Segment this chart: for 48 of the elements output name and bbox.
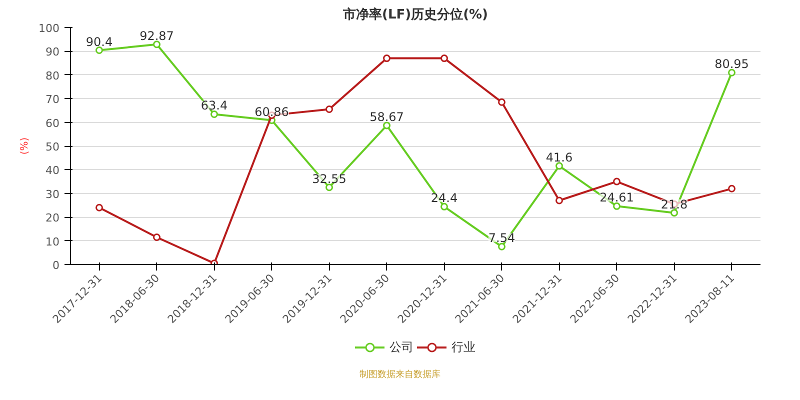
point (383, 54, 390, 62)
point (153, 40, 160, 48)
point (613, 178, 620, 186)
data-label: 7.54 (488, 231, 516, 246)
point (210, 110, 218, 118)
point (613, 202, 620, 210)
data-label: 92.87 (140, 28, 174, 43)
point (153, 234, 160, 241)
point (96, 204, 103, 212)
data-label: 60.86 (254, 104, 289, 119)
y-tick-label: 20 (46, 212, 60, 225)
point (728, 68, 736, 76)
point (96, 46, 103, 54)
data-label: 32.55 (312, 172, 346, 186)
point (556, 162, 563, 170)
y-tick-label: 100 (38, 22, 60, 35)
y-tick-label: 10 (46, 235, 60, 248)
y-tick-label: 70 (46, 93, 60, 106)
data-label: 80.95 (714, 57, 749, 72)
y-tick-label: 50 (46, 140, 60, 154)
point (326, 106, 333, 114)
y-tick-label: 0 (52, 259, 60, 272)
y-tick-label: 90 (46, 46, 60, 59)
y-tick-label: 30 (46, 188, 60, 201)
point (440, 202, 448, 210)
data-label: 58.67 (370, 110, 404, 124)
point (498, 242, 506, 250)
point (440, 54, 448, 62)
point (383, 122, 390, 130)
point (728, 184, 736, 192)
data-label: 90.4 (86, 34, 113, 49)
point (556, 196, 563, 204)
point (670, 209, 678, 217)
y-axis-title: (%) (20, 137, 31, 155)
point (326, 184, 333, 192)
y-tick-label: 40 (46, 164, 60, 178)
text: 制图数据来自数据库 (360, 369, 440, 382)
chart-title: 市净率(LF)历史分位(%) (342, 6, 488, 22)
data-label: 24.61 (600, 190, 634, 205)
point (498, 98, 506, 106)
y-tick-label: 80 (46, 69, 60, 82)
legend-label: 公司 (390, 338, 414, 356)
data-label: 63.4 (200, 98, 228, 113)
data-label: 24.4 (430, 191, 458, 206)
legend-label: 行业 (452, 338, 476, 356)
data-label: 21.8 (660, 197, 688, 212)
data-label: 41.6 (546, 150, 573, 164)
y-tick-label: 60 (46, 116, 60, 130)
